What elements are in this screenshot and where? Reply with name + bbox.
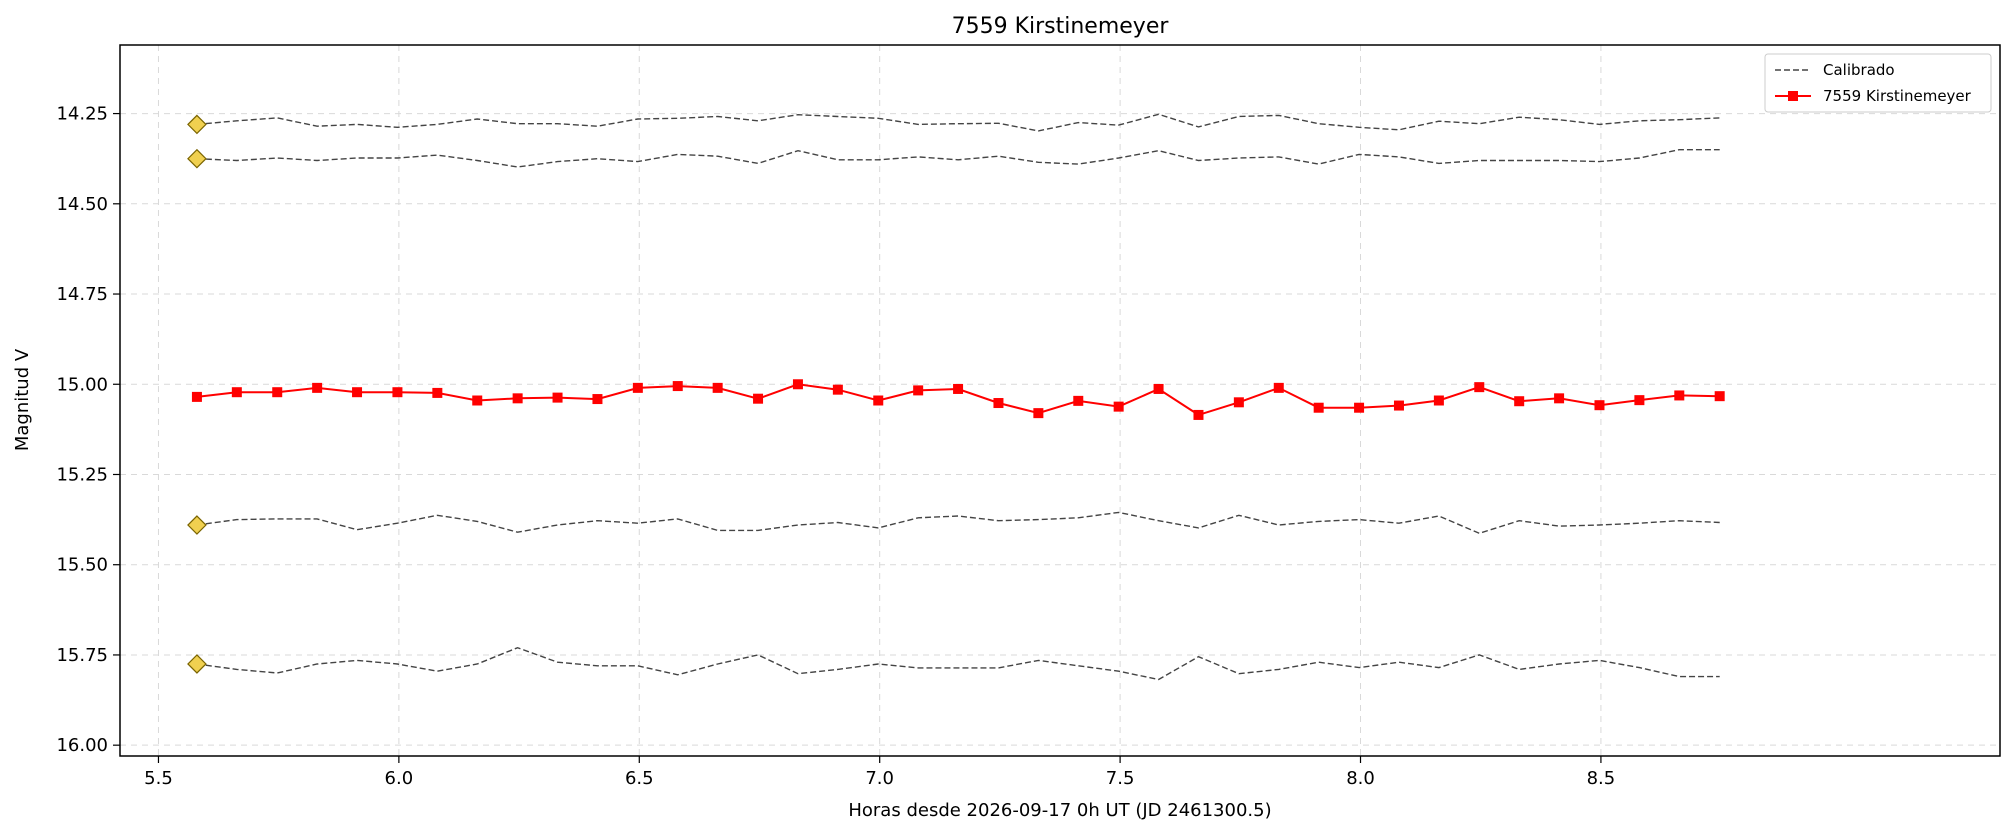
target-data-point	[1113, 401, 1124, 412]
target-data-point	[792, 379, 803, 390]
target-data-point	[993, 398, 1004, 409]
target-data-point	[392, 387, 403, 398]
target-data-point	[592, 394, 603, 405]
target-data-point	[1354, 402, 1365, 413]
target-data-point	[953, 383, 964, 394]
y-tick-label: 14.25	[56, 104, 108, 125]
x-tick-label: 6.5	[625, 768, 654, 789]
y-tick-label: 14.50	[56, 194, 108, 215]
series-layer	[191, 113, 1725, 681]
target-data-point	[191, 391, 202, 402]
target-data-point	[1634, 395, 1645, 406]
target-data-point	[632, 382, 643, 393]
target-data-point	[1313, 402, 1324, 413]
legend-target-label: 7559 Kirstinemeyer	[1823, 87, 1972, 105]
reference-diamond-marker	[187, 148, 207, 169]
target-data-point	[873, 395, 884, 406]
reference-diamond-marker	[187, 654, 207, 674]
x-tick-label: 7.0	[865, 768, 894, 789]
legend-target-marker	[1788, 91, 1798, 101]
target-data-point	[1714, 391, 1725, 402]
plot-frame	[119, 44, 2001, 757]
target-data-point	[1474, 382, 1485, 393]
target-data-point	[1273, 382, 1284, 393]
x-axis-label: Horas desde 2026-09-17 0h UT (JD 2461300…	[848, 800, 1271, 821]
ticks: 5.5 6.0 6.5 7.0 7.5 8.0 8.5 14.25 14.50 14.75 15.0…	[56, 104, 1615, 789]
target-data-point	[1153, 383, 1164, 394]
y-tick-label: 15.75	[56, 645, 108, 666]
y-tick-label: 15.25	[56, 464, 108, 485]
target-data-point	[1193, 409, 1204, 420]
target-data-point	[512, 393, 523, 404]
target-data-point	[672, 381, 683, 392]
target-data-point	[312, 382, 323, 393]
target-data-point	[231, 387, 242, 398]
target-data-point	[272, 387, 283, 398]
y-tick-label: 15.50	[56, 555, 108, 576]
target-data-point	[1674, 390, 1685, 401]
target-data-point	[552, 392, 563, 403]
target-data-point	[1233, 397, 1244, 408]
target-data-point	[832, 384, 843, 395]
chart-title: 7559 Kirstinemeyer	[952, 14, 1170, 39]
target-data-point	[1594, 400, 1605, 411]
x-tick-label: 8.0	[1346, 768, 1375, 789]
target-data-point	[753, 393, 764, 404]
target-data-point	[1514, 396, 1525, 407]
reference-diamond-marker	[187, 114, 207, 135]
reference-markers	[187, 114, 207, 674]
x-tick-label: 7.5	[1106, 768, 1135, 789]
calibration-series-line	[196, 148, 1720, 168]
target-data-point	[913, 385, 924, 396]
calibration-series-line	[196, 646, 1720, 681]
y-axis-label: Magnitud V	[12, 348, 33, 451]
y-tick-label: 16.00	[56, 735, 108, 756]
target-data-point	[1433, 395, 1444, 406]
target-data-point	[1073, 395, 1084, 406]
y-tick-label: 14.75	[56, 284, 108, 305]
target-data-point	[712, 382, 723, 393]
y-tick-label: 15.00	[56, 374, 108, 395]
target-data-point	[432, 387, 443, 398]
target-data-point	[1393, 400, 1404, 411]
calibration-series-line	[196, 511, 1720, 535]
target-data-point	[472, 395, 483, 406]
legend-calibrado-label: Calibrado	[1823, 61, 1895, 79]
x-tick-label: 8.5	[1587, 768, 1616, 789]
legend: Calibrado 7559 Kirstinemeyer	[1764, 53, 1992, 113]
calibration-series-line	[196, 113, 1720, 132]
reference-diamond-marker	[187, 515, 207, 535]
legend-box	[1764, 53, 1992, 113]
x-tick-label: 5.5	[144, 768, 173, 789]
x-tick-label: 6.0	[385, 768, 414, 789]
target-data-point	[1554, 393, 1565, 404]
target-data-point	[1033, 408, 1044, 419]
target-data-point	[352, 387, 363, 398]
